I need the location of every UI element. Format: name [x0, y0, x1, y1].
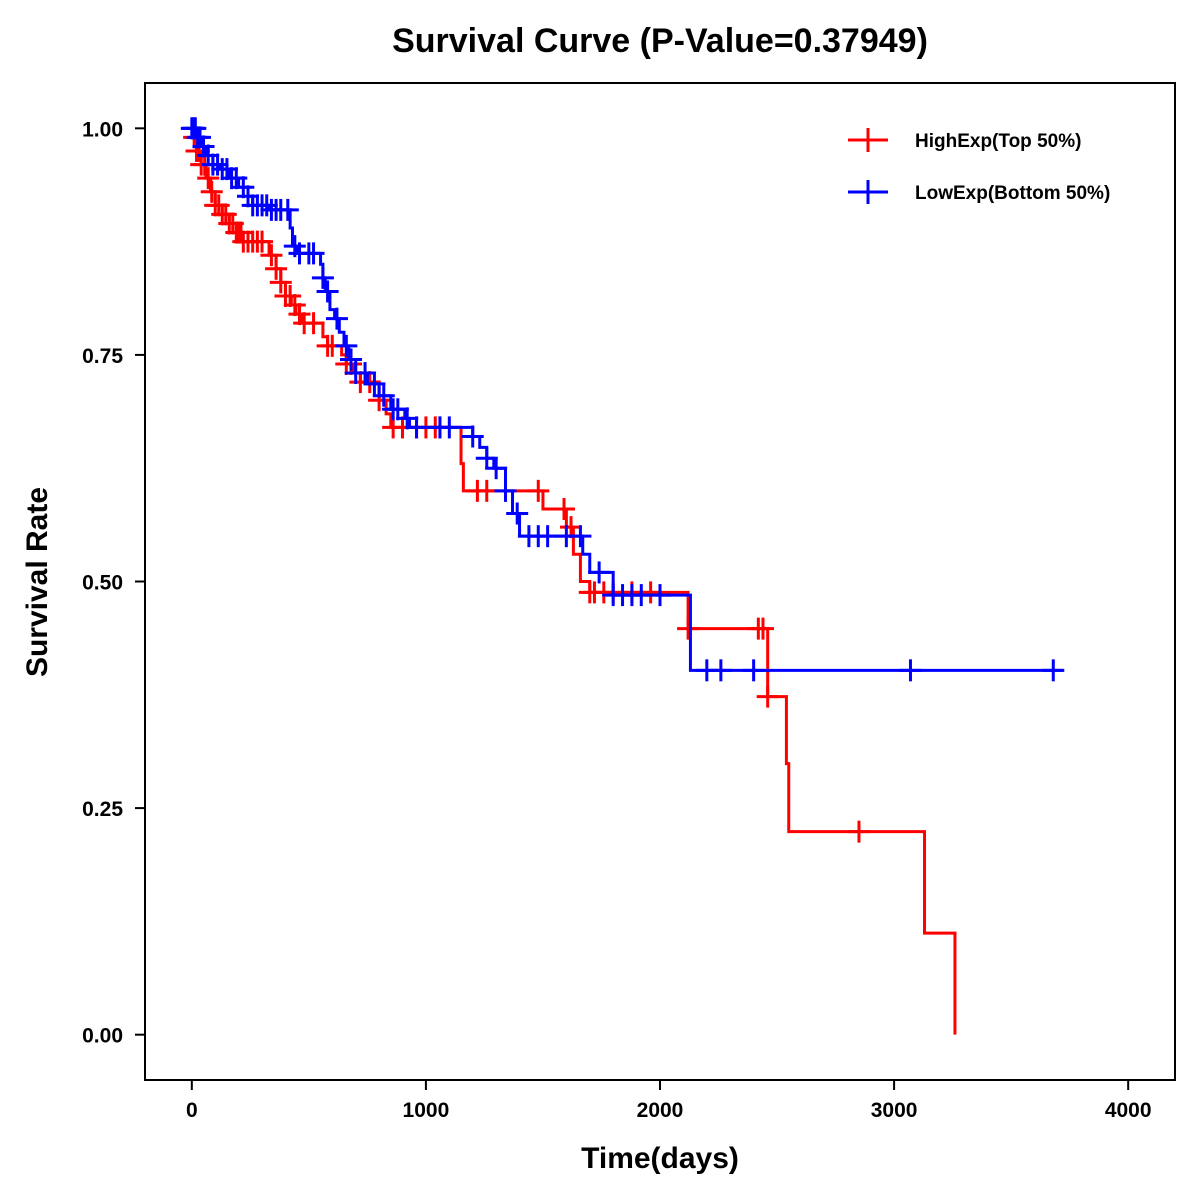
x-tick-label: 2000: [637, 1099, 684, 1122]
x-tick-label: 0: [186, 1099, 198, 1122]
y-axis-label: Survival Rate: [21, 487, 54, 677]
y-axis: 0.00 0.25 0.50 0.75 1.00: [82, 118, 145, 1048]
series-highexp: [183, 126, 957, 1035]
x-tick-label: 1000: [403, 1099, 450, 1122]
y-tick-label: 0.50: [82, 572, 123, 595]
chart-title: Survival Curve (P-Value=0.37949): [392, 22, 928, 60]
legend-item: HighExp(Top 50%): [848, 128, 1081, 152]
y-tick-label: 0.25: [82, 798, 123, 821]
x-axis: 0 1000 2000 3000 4000: [186, 1080, 1152, 1122]
legend: HighExp(Top 50%) LowExp(Bottom 50%): [848, 128, 1110, 204]
y-tick-label: 0.00: [82, 1025, 123, 1048]
x-tick-label: 3000: [871, 1099, 918, 1122]
series-lowexp: [180, 117, 1065, 682]
legend-label: LowExp(Bottom 50%): [915, 183, 1110, 204]
legend-item: LowExp(Bottom 50%): [848, 180, 1110, 204]
legend-label: HighExp(Top 50%): [915, 131, 1081, 152]
series-layer: [180, 117, 1065, 1035]
x-axis-label: Time(days): [581, 1142, 739, 1175]
y-tick-label: 0.75: [82, 345, 123, 368]
x-tick-label: 4000: [1105, 1099, 1152, 1122]
y-tick-label: 1.00: [82, 118, 123, 141]
